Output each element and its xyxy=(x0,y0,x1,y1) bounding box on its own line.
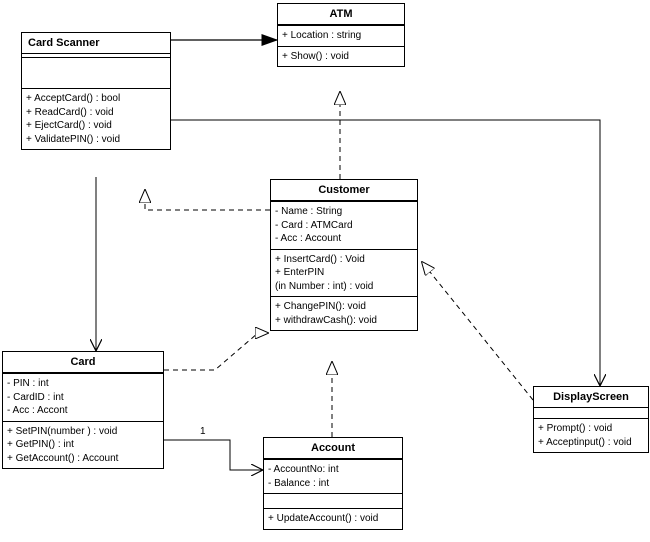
class-account-title: Account xyxy=(264,438,402,459)
edge-card-account-label: 1 xyxy=(200,426,206,437)
edge-customer-cardscanner xyxy=(145,190,270,210)
class-atm: ATM + Location : string + Show() : void xyxy=(277,3,405,67)
class-displayscreen: DisplayScreen + Prompt() : void + Accept… xyxy=(533,386,649,453)
class-card-attrs: - PIN : int - CardID : int - Acc : Accon… xyxy=(3,373,163,421)
class-cardscanner: Card Scanner + AcceptCard() : bool + Rea… xyxy=(21,32,171,150)
class-cardscanner-ops: + AcceptCard() : bool + ReadCard() : voi… xyxy=(22,88,170,149)
class-displayscreen-empty xyxy=(534,408,648,419)
class-customer-attrs: - Name : String - Card : ATMCard - Acc :… xyxy=(271,201,417,249)
class-displayscreen-title: DisplayScreen xyxy=(534,387,648,408)
edge-displayscreen-customer xyxy=(422,262,533,400)
class-card-ops: + SetPIN(number ) : void + GetPIN() : in… xyxy=(3,421,163,469)
class-account-attrs: - AccountNo: int - Balance : int xyxy=(264,459,402,493)
class-atm-attrs: + Location : string xyxy=(278,25,404,46)
class-cardscanner-empty xyxy=(22,58,170,88)
class-atm-title: ATM xyxy=(278,4,404,25)
class-atm-ops: + Show() : void xyxy=(278,46,404,67)
class-account-spacer xyxy=(264,493,402,508)
class-card: Card - PIN : int - CardID : int - Acc : … xyxy=(2,351,164,469)
class-card-title: Card xyxy=(3,352,163,373)
edge-card-account xyxy=(164,440,262,470)
class-cardscanner-title: Card Scanner xyxy=(22,33,170,54)
class-customer-ops: + InsertCard() : Void + EnterPIN (in Num… xyxy=(271,249,417,297)
class-account: Account - AccountNo: int - Balance : int… xyxy=(263,437,403,530)
class-customer: Customer - Name : String - Card : ATMCar… xyxy=(270,179,418,331)
edge-card-customer xyxy=(164,333,268,370)
class-displayscreen-ops: + Prompt() : void + Acceptinput() : void xyxy=(534,419,648,452)
class-customer-ops2: + ChangePIN(): void + withdrawCash(): vo… xyxy=(271,296,417,330)
class-customer-title: Customer xyxy=(271,180,417,201)
class-account-ops: + UpdateAccount() : void xyxy=(264,508,402,529)
